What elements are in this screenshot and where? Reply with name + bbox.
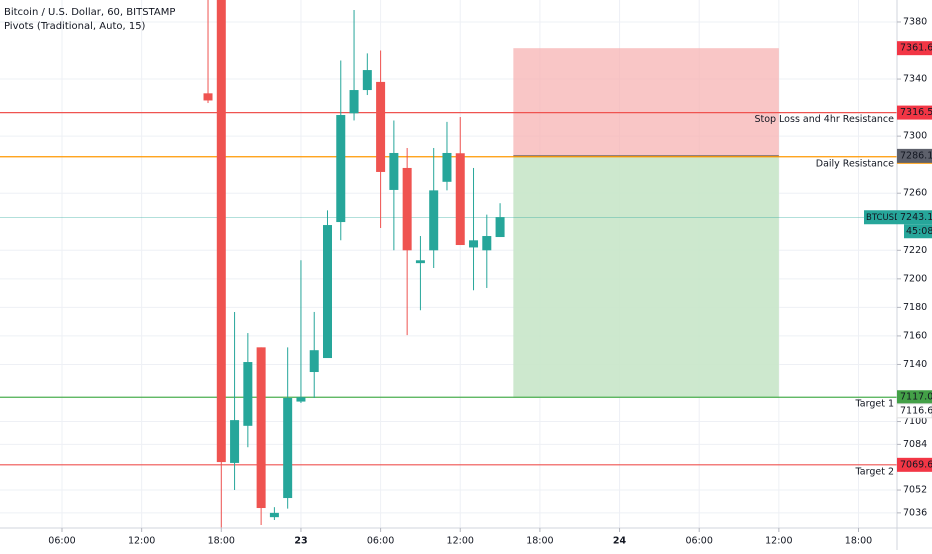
y-tick-label: 7340 (903, 74, 927, 85)
level-tag-bg (897, 105, 932, 120)
level-tag: 7117.03 (900, 392, 932, 403)
stop-tag: 7361.64 (900, 43, 932, 54)
x-tick-label: 23 (294, 536, 307, 547)
entry-tag: 7286.17 (900, 150, 932, 161)
candle-body (402, 167, 412, 251)
candle-body (415, 260, 425, 264)
level-text: Stop Loss and 4hr Resistance (754, 114, 894, 125)
x-tick-label: 18:00 (526, 536, 553, 547)
chart-title: Bitcoin / U.S. Dollar, 60, BITSTAMP (4, 7, 175, 18)
x-tick-label: 12:00 (447, 536, 474, 547)
x-tick-label: 06:00 (367, 536, 394, 547)
y-tick-label: 7180 (903, 302, 927, 313)
level-text: Target 1 (855, 399, 894, 410)
y-tick-label: 7260 (903, 188, 927, 199)
candle-body (455, 153, 465, 246)
candle-body (349, 90, 359, 114)
plot-area (0, 0, 897, 528)
candle-body (269, 512, 279, 518)
symbol-tag-bg (864, 210, 897, 225)
symbol-tag: BTCUSD (866, 213, 901, 223)
level-tag-bg (897, 457, 932, 472)
y-tick-label: 7220 (903, 245, 927, 256)
candle-body (442, 152, 452, 182)
candle-body (256, 347, 266, 509)
candle-body (216, 0, 226, 463)
y-tick-label: 7380 (903, 16, 927, 27)
candle-body (336, 115, 346, 223)
level-tag: 7069.67 (900, 459, 932, 470)
level-tag: 7316.50 (900, 107, 932, 118)
y-tick-label: 7036 (903, 507, 927, 518)
candle-body (296, 397, 306, 402)
x-tick-label: 06:00 (686, 536, 713, 547)
target-tag-bg (896, 403, 932, 419)
target-tag: 7116.61 (900, 405, 932, 416)
x-tick-label: 12:00 (765, 536, 792, 547)
y-tick-label: 7052 (903, 485, 927, 496)
x-tick-label: 18:00 (845, 536, 872, 547)
candle-body (389, 152, 399, 190)
x-tick-label: 06:00 (48, 536, 75, 547)
candle-body (362, 70, 372, 91)
x-tick-label: 12:00 (128, 536, 155, 547)
profit-zone (513, 155, 779, 398)
last-tag: 7243.16 (900, 212, 932, 223)
candle-body (322, 225, 332, 359)
candle-body (309, 350, 319, 373)
last-tag-bg (897, 210, 932, 225)
level-text: Daily Resistance (816, 158, 894, 169)
y-tick-label: 7200 (903, 273, 927, 284)
candle-body (283, 397, 293, 499)
x-tick-label: 18:00 (208, 536, 235, 547)
y-tick-label: 7160 (903, 330, 927, 341)
candle-body (482, 236, 492, 251)
x-tick-label: 24 (613, 536, 627, 547)
level-text: Target 2 (855, 466, 894, 477)
stop-zone (513, 48, 779, 156)
candle-body (203, 93, 213, 101)
y-tick-label: 7100 (903, 416, 927, 427)
level-tag-bg (897, 390, 932, 405)
candle-body (243, 362, 253, 426)
entry-tag-bg (897, 148, 932, 163)
candle-body (230, 420, 240, 463)
y-tick-label: 7084 (903, 439, 927, 450)
countdown: 45:08 (906, 226, 932, 237)
candle-body (376, 81, 386, 172)
countdown-bg (904, 224, 932, 239)
candle-body (429, 190, 439, 251)
y-tick-label: 7140 (903, 359, 927, 370)
candle-body (469, 240, 479, 248)
y-tick-label: 7300 (903, 131, 927, 142)
stop-tag-bg (897, 41, 932, 56)
chart-subtitle: Pivots (Traditional, Auto, 15) (4, 21, 146, 32)
candle-body (495, 217, 505, 238)
